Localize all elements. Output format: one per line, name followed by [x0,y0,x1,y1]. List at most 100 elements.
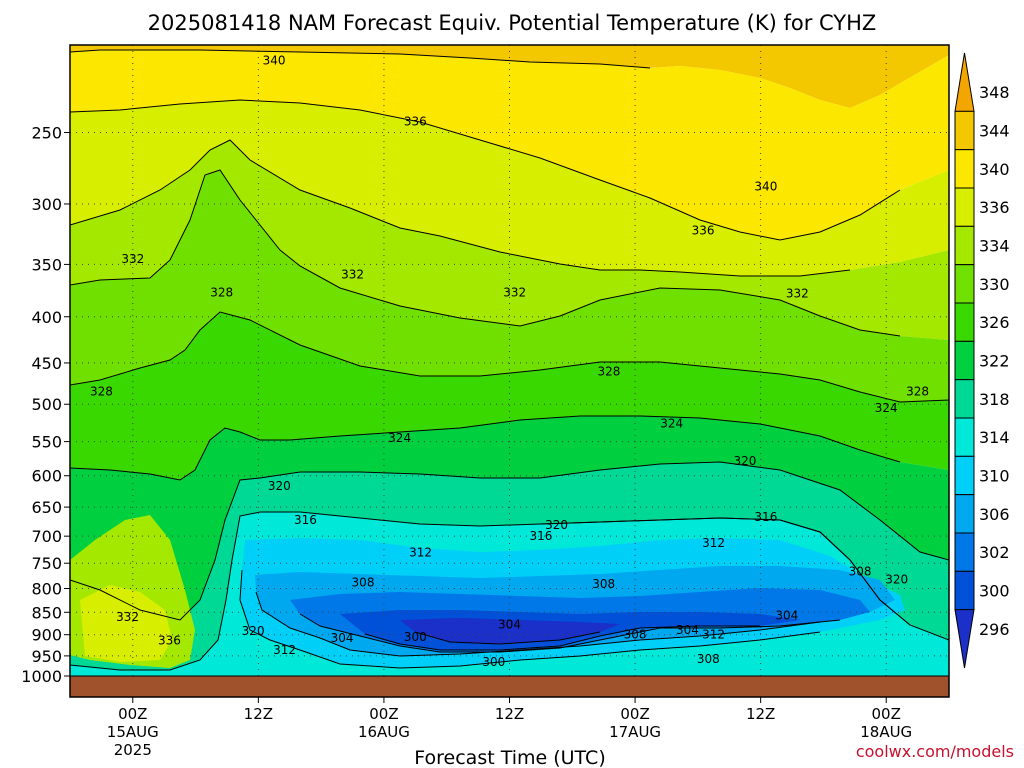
y-tick-label: 600 [31,467,62,486]
y-tick-label: 300 [31,195,62,214]
contour-line [414,631,601,645]
band-336-340 [70,100,949,276]
contour-label: 320 [733,454,756,468]
contour-label: 308 [624,627,647,641]
contour-label: 324 [660,416,683,430]
y-tick-label: 400 [31,308,62,327]
y-tick-label: 950 [31,647,62,666]
colorbar-swatch [954,532,975,572]
y-tick-label: 500 [31,395,62,414]
y-tick-label: 650 [31,498,62,517]
x-tick-label: 00Z [872,705,901,723]
x-tick-label: 17AUG [609,723,661,741]
x-tick-label: 12Z [244,705,273,723]
y-tick-label: 250 [31,123,62,142]
band-316-320 [70,462,949,670]
x-tick-label: 00Z [118,705,147,723]
contour-label: 332 [116,610,139,624]
x-tick-label: 00Z [369,705,398,723]
contour-label: 320 [242,624,265,638]
contour-label: 304 [676,623,699,637]
contour-labels: 340 336 340 336 332 332 332 332 328 328 328 328 324 3… [90,53,929,669]
plot-field [70,45,949,697]
contour-label: 320 [885,573,908,587]
band-320-324 [70,416,949,620]
contour-label: 304 [498,618,521,632]
contour-label: 312 [273,643,296,657]
contour-label: 320 [545,518,568,532]
contour-lines [70,49,949,677]
contour-line [70,169,901,337]
contour-line [255,591,821,657]
contour-label: 328 [597,365,620,379]
colorbar-label: 302 [979,543,1010,562]
colorbar-arrow-bottom [954,609,975,669]
colorbar-label: 348 [979,83,1010,102]
contour-label: 336 [692,223,715,237]
contour-label: 308 [849,564,872,578]
contour-label: 328 [90,384,113,398]
colorbar-label: 334 [979,237,1010,256]
y-tick-label: 800 [31,580,62,599]
x-tick-label: 12Z [746,705,775,723]
x-axis-label: Forecast Time (UTC) [414,747,605,768]
x-tick-label: 12Z [495,705,524,723]
contour-label: 324 [875,401,898,415]
colorbar-arrow-top [954,52,975,112]
credit-link[interactable]: coolwx.com/models [856,742,1014,761]
band-296-300 [400,618,620,644]
colorbar-swatch [954,417,975,457]
contour-label: 336 [158,634,181,648]
contour-label: 312 [409,546,432,560]
contour-line [299,613,841,653]
colorbar-swatch [954,187,975,227]
colorbar-label: 306 [979,505,1010,524]
contour-line [70,99,901,241]
colorbar: 348 344 340 336 334 330 326 322 318 314 310 306 302 3… [954,52,1010,669]
contour-line [239,569,821,669]
colorbar-swatch [954,302,975,342]
contour-label: 316 [294,513,317,527]
colorbar-swatch [954,110,975,151]
chart-title: 2025081418 NAM Forecast Equiv. Potential… [148,11,877,35]
y-axis: 250 300 350 400 450 500 550 600 650 700 750 800 850 9… [21,123,70,686]
contour-label: 308 [592,577,615,591]
y-tick-label: 700 [31,527,62,546]
contour-label: 320 [268,479,291,493]
contour-label: 328 [906,384,929,398]
contour-label: 328 [210,285,233,299]
contour-label: 332 [341,267,364,281]
colorbar-label: 326 [979,313,1010,332]
colorbar-swatch [954,225,975,266]
x-tick-label: 00Z [620,705,649,723]
colorbar-label: 318 [979,390,1010,409]
contour-line [70,415,901,481]
y-tick-label: 750 [31,554,62,573]
colorbar-label: 340 [979,160,1010,179]
warm-low-level-core [80,585,172,662]
band-340-344 [70,50,949,240]
y-tick-label: 350 [31,255,62,274]
ground [70,676,949,697]
colorbar-swatch [954,379,975,419]
colorbar-label: 300 [979,582,1010,601]
x-tick-label: 16AUG [358,723,410,741]
contour-label: 304 [331,631,354,645]
colorbar-label: 322 [979,352,1010,371]
contour-label: 308 [352,576,375,590]
contour-label: 332 [503,285,526,299]
contour-label: 324 [388,431,411,445]
colorbar-swatch [954,455,975,496]
colorbar-swatch [954,340,975,381]
contour-label: 316 [754,510,777,524]
colorbar-label: 330 [979,275,1010,294]
band-344-348 [70,45,949,108]
contour-line [70,461,949,621]
contour-label: 312 [702,536,725,550]
contour-label: 340 [263,53,286,67]
contour-line [70,139,851,277]
x-tick-label: 18AUG [860,723,912,741]
colorbar-swatch [954,149,975,189]
contour-label: 340 [754,180,777,194]
